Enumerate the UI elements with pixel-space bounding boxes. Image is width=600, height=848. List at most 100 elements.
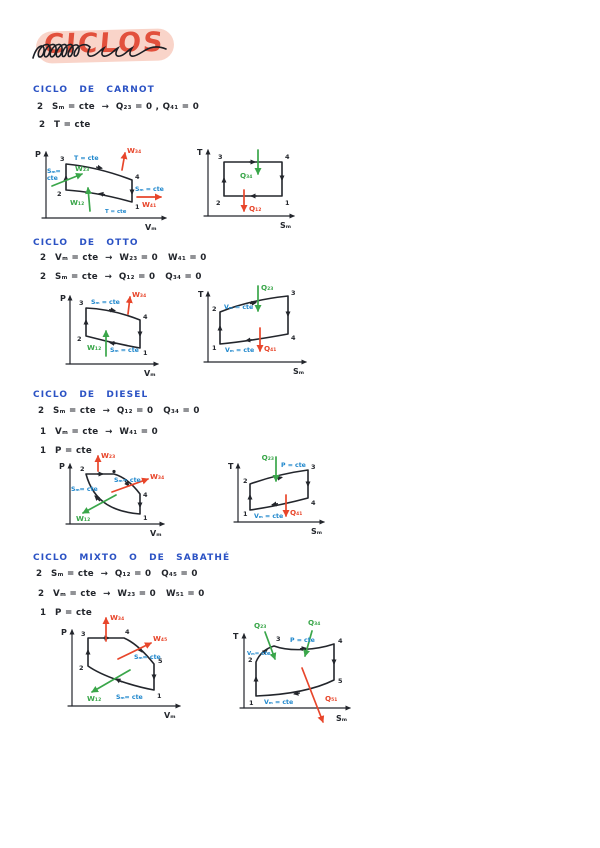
adiabat-expansion-label: Sₘ= cte — [114, 477, 141, 484]
state-point-1: 1 — [285, 199, 290, 207]
state-point-5: 5 — [338, 677, 343, 685]
state-point-1: 1 — [249, 699, 254, 707]
axis-label-p: P — [59, 462, 65, 471]
direction-arrow — [293, 690, 301, 696]
axis-label-t: T — [228, 462, 234, 471]
cycle-path — [249, 469, 309, 511]
state-point-4: 4 — [311, 499, 316, 507]
q23-label: Q₂₃ — [262, 453, 274, 462]
process-count: 2 — [38, 589, 45, 599]
w34-label: W₃₄ — [110, 613, 124, 622]
axis-label-sm: Sₘ — [280, 221, 291, 230]
isochore-bottom-label: Vₘ = cte — [254, 513, 283, 520]
adiabat-expansion-label: Sₘ= cte — [134, 654, 161, 661]
w45-label: W₄₅ — [153, 634, 167, 643]
adiabat-compression-label: Sₘ= cte — [71, 486, 98, 493]
state-point-2: 2 — [212, 305, 217, 313]
state-point-3-dot — [112, 469, 116, 474]
state-point-2: 2 — [243, 477, 248, 485]
axis-label-vm: Vₘ — [150, 529, 162, 538]
process-text: P = cte — [55, 608, 93, 618]
cycle-path — [87, 637, 155, 691]
q34-label: Q₃₄ — [240, 171, 252, 180]
note-line: 2 Sₘ = cte → Q₂₃ = 0 , Q₄₁ = 0 — [37, 102, 199, 112]
process-text: Sₘ = cte → Q₂₃ = 0 , Q₄₁ = 0 — [52, 102, 200, 112]
state-point-1: 1 — [212, 344, 217, 352]
isobar-34-label: P = cte — [290, 637, 315, 644]
adiabat-left-label: Sₘ= — [47, 168, 61, 175]
adiabat-right-label: Sₘ = cte — [135, 186, 164, 193]
state-point-3: 3 — [60, 155, 65, 163]
w34-label: W₃₄ — [127, 146, 141, 155]
cycle-path — [223, 161, 283, 197]
axis-label-p: P — [61, 628, 67, 637]
diesel-ts-diagram: T Sₘ 2 3 4 1 P = cte Vₘ = cte Q₂₃ Q₄₁ — [228, 453, 325, 536]
state-point-4: 4 — [285, 153, 290, 161]
state-point-2: 2 — [79, 664, 84, 672]
process-text: Sₘ = cte → Q₁₂ = 0 Q₃₄ = 0 — [55, 272, 202, 282]
section-heading-sabathe: CICLO MIXTO O DE SABATHÉ — [33, 553, 231, 563]
state-point-1: 1 — [243, 510, 248, 518]
direction-arrow — [124, 480, 130, 487]
direction-arrow — [137, 646, 143, 653]
isotherm-bottom-label: T = cte — [105, 209, 127, 215]
w12-label: W₁₂ — [87, 343, 101, 352]
state-point-1: 1 — [157, 692, 162, 700]
w12-label: W₁₂ — [87, 694, 101, 703]
axis-label-t: T — [197, 148, 203, 157]
adiabat-compression-label: Sₘ= cte — [116, 694, 143, 701]
w34-label: W₃₄ — [150, 472, 164, 481]
state-point-1: 1 — [135, 203, 140, 211]
state-point-3: 3 — [311, 463, 316, 471]
q23-label: Q₂₃ — [261, 283, 273, 292]
state-point-2: 2 — [216, 199, 221, 207]
axis-label-sm: Sₘ — [293, 367, 304, 376]
w23-label: W₂₃ — [75, 164, 89, 173]
sabathe-ts-diagram: T Sₘ 2 3 4 5 1 Q₂₃ Q₃₄ Vₘ= cte P = cte V… — [233, 618, 351, 723]
process-text: Vₘ = cte → W₂₃ = 0 W₄₁ = 0 — [55, 253, 207, 263]
isochore-bottom-label: Vₘ = cte — [225, 347, 254, 354]
note-line: 2 Sₘ = cte → Q₁₂ = 0 Q₃₄ = 0 — [38, 406, 200, 416]
q12-label: Q₁₂ — [249, 204, 261, 213]
state-point-1: 1 — [143, 349, 148, 357]
q23-label: Q₂₃ — [254, 621, 266, 630]
process-text: Sₘ = cte → Q₁₂ = 0 Q₄₅ = 0 — [51, 569, 198, 579]
process-text: T = cte — [54, 120, 91, 130]
axis-label-sm: Sₘ — [336, 714, 347, 723]
w41-label: W₄₁ — [142, 200, 156, 209]
state-point-5: 5 — [158, 657, 163, 665]
state-point-4: 4 — [143, 491, 148, 499]
process-text: P = cte — [55, 446, 93, 456]
state-point-4: 4 — [143, 313, 148, 321]
direction-arrow — [108, 307, 116, 313]
state-point-2: 2 — [80, 465, 85, 473]
state-point-4: 4 — [338, 637, 343, 645]
state-point-2: 2 — [57, 190, 62, 198]
axis-label-p: P — [35, 150, 41, 159]
section-heading-diesel: CICLO DE DIESEL — [33, 390, 149, 400]
note-line: 2 Vₘ = cte → W₂₃ = 0 W₄₁ = 0 — [40, 253, 207, 263]
q23-arrow — [264, 631, 277, 660]
direction-arrow — [261, 649, 268, 655]
direction-arrow — [275, 475, 283, 481]
diesel-pv-diagram: P Vₘ 2 4 1 W₂₃ W₃₄ Sₘ= cte Sₘ= cte W₁₂ — [59, 451, 165, 538]
direction-arrow — [245, 337, 253, 343]
note-line: 1 P = cte — [40, 608, 92, 618]
process-count: 2 — [37, 102, 44, 112]
w34-label: W₃₄ — [132, 290, 146, 299]
axis-label-p: P — [60, 294, 66, 303]
axis-label-t: T — [233, 632, 239, 641]
process-text: Vₘ = cte → W₂₃ = 0 W₅₁ = 0 — [53, 589, 205, 599]
state-point-3: 3 — [218, 153, 223, 161]
state-point-3: 3 — [81, 630, 86, 638]
process-count: 2 — [40, 253, 47, 263]
w23-label: W₂₃ — [101, 451, 115, 460]
direction-arrow — [299, 646, 307, 652]
w12-arrow — [85, 187, 93, 212]
process-count: 2 — [36, 569, 43, 579]
note-line: 2 T = cte — [39, 120, 91, 130]
note-line: 1 P = cte — [40, 446, 92, 456]
state-point-1: 1 — [143, 514, 148, 522]
axis-label-t: T — [198, 290, 204, 299]
